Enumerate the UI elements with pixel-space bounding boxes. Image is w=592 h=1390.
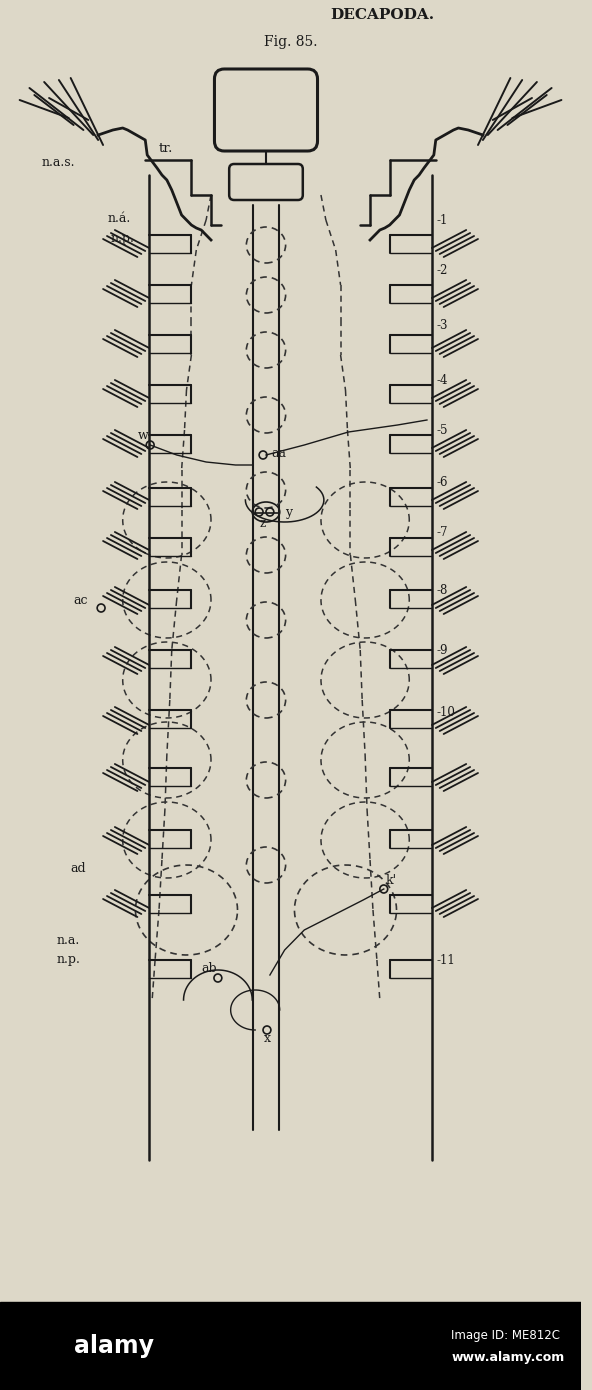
Text: www.alamy.com: www.alamy.com [452, 1351, 565, 1365]
Text: y: y [285, 506, 292, 518]
Text: n.a.: n.a. [57, 934, 80, 947]
Text: -6: -6 [437, 475, 448, 488]
Text: -7: -7 [437, 525, 448, 538]
Text: x: x [263, 1031, 271, 1044]
Text: w: w [137, 428, 148, 442]
Text: tr.: tr. [159, 142, 173, 154]
Text: Image ID: ME812C: Image ID: ME812C [452, 1329, 561, 1341]
Text: DECAPODA.: DECAPODA. [331, 8, 435, 22]
Text: -8: -8 [437, 584, 448, 596]
Text: Fig. 85.: Fig. 85. [264, 35, 317, 49]
Text: -11: -11 [437, 954, 455, 966]
Text: n.á.: n.á. [108, 211, 131, 225]
Text: -5: -5 [437, 424, 448, 436]
Text: -9: -9 [437, 644, 448, 656]
Text: k': k' [386, 873, 397, 887]
Text: -2: -2 [437, 264, 448, 277]
Text: alamy: alamy [73, 1334, 153, 1358]
Text: n.p.: n.p. [111, 232, 135, 245]
Text: ad: ad [70, 862, 86, 874]
Bar [0, 1302, 581, 1390]
Text: -10: -10 [437, 706, 456, 719]
Text: ab: ab [201, 962, 217, 974]
Text: -4: -4 [437, 374, 448, 386]
Text: ac: ac [73, 594, 88, 606]
Text: n.a.s.: n.a.s. [41, 156, 75, 168]
FancyBboxPatch shape [229, 164, 303, 200]
Text: oes.: oes. [252, 103, 280, 117]
FancyBboxPatch shape [214, 70, 317, 152]
Text: n.p.: n.p. [57, 954, 81, 966]
Text: aa: aa [271, 446, 286, 460]
Text: z: z [260, 517, 266, 530]
Text: tr.c.: tr.c. [254, 175, 278, 189]
Text: -1: -1 [437, 214, 448, 227]
Text: -3: -3 [437, 318, 448, 331]
